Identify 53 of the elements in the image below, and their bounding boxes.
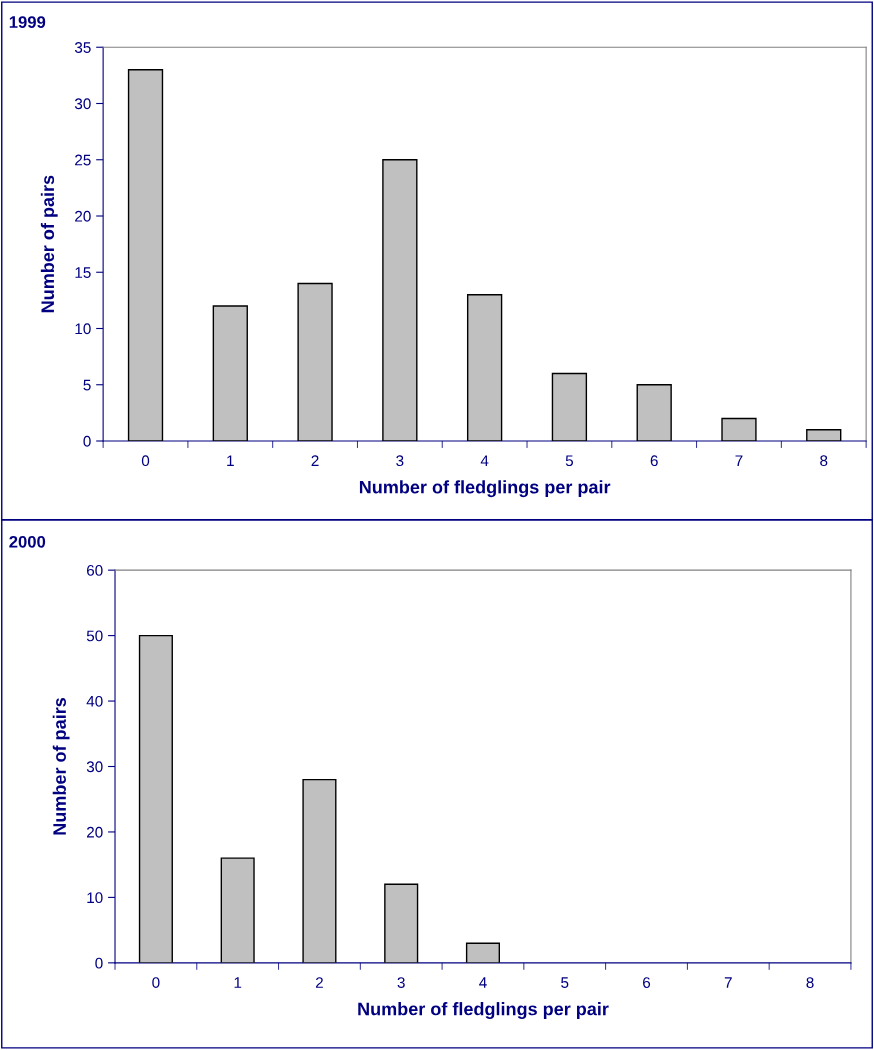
- y-axis-title: Number of pairs: [40, 175, 58, 313]
- x-tick-label: 3: [396, 455, 404, 467]
- y-tick-label: 30: [74, 98, 91, 110]
- x-tick-label: 7: [724, 977, 732, 988]
- x-tick-label: 6: [650, 455, 658, 467]
- x-tick-label: 4: [479, 977, 487, 988]
- bar: [382, 159, 418, 441]
- y-tick-label: 25: [75, 154, 91, 166]
- y-tick-label: 30: [86, 761, 103, 773]
- x-axis-title: Number of fledglings per pair: [358, 1002, 609, 1019]
- bar: [212, 305, 248, 441]
- x-tick-label: 7: [735, 455, 743, 466]
- chart-title: 1999: [9, 16, 46, 28]
- y-tick-label: 0: [95, 957, 103, 969]
- x-tick-label: 0: [141, 455, 150, 467]
- y-tick-label: 60: [87, 565, 103, 576]
- x-tick-label: 4: [480, 455, 489, 466]
- y-tick-label: 5: [83, 379, 91, 391]
- y-tick-label: 40: [86, 695, 103, 707]
- x-tick-label: 1: [227, 455, 234, 466]
- x-tick-label: 6: [643, 977, 651, 988]
- x-tick-label: 8: [820, 455, 828, 467]
- bar: [551, 372, 588, 441]
- y-axis-title: Number of pairs: [52, 698, 70, 835]
- x-tick-label: 3: [397, 977, 405, 988]
- chart-title: 2000: [9, 535, 46, 548]
- bar: [138, 634, 173, 963]
- bar: [220, 857, 255, 963]
- bar: [466, 294, 503, 441]
- x-tick-label: 8: [806, 977, 814, 988]
- x-tick-label: 5: [565, 455, 574, 467]
- bar: [302, 778, 337, 963]
- bar: [297, 282, 333, 441]
- x-tick-label: 1: [234, 977, 242, 988]
- x-tick-label: 2: [311, 455, 319, 466]
- bar: [721, 417, 757, 441]
- bar: [127, 69, 164, 441]
- y-tick-label: 10: [75, 323, 91, 335]
- bar: [384, 883, 419, 963]
- bar: [806, 429, 842, 441]
- bar: [636, 384, 672, 441]
- y-tick-label: 35: [74, 42, 91, 53]
- y-tick-label: 0: [83, 435, 91, 447]
- x-tick-label: 5: [561, 977, 569, 988]
- y-tick-label: 15: [75, 267, 91, 278]
- y-tick-label: 10: [87, 892, 103, 904]
- x-tick-label: 2: [315, 977, 323, 988]
- y-tick-label: 20: [86, 826, 103, 838]
- y-tick-label: 50: [86, 630, 103, 642]
- x-tick-label: 0: [152, 977, 160, 988]
- y-tick-label: 20: [75, 210, 91, 222]
- bar: [465, 942, 501, 963]
- x-axis-title: Number of fledglings per pair: [359, 480, 611, 498]
